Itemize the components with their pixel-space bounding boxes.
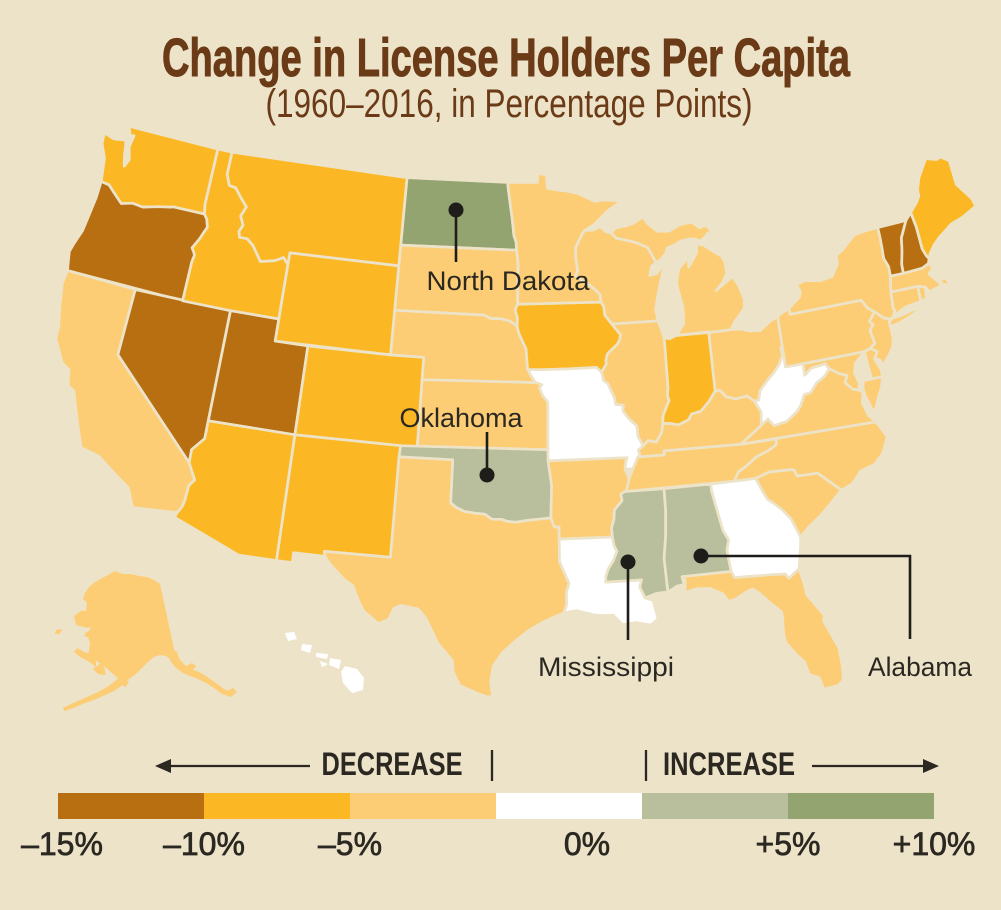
svg-text:–15%: –15%	[21, 826, 103, 862]
svg-text:Change in License Holders Per: Change in License Holders Per Capita	[162, 28, 851, 88]
svg-text:+5%: +5%	[756, 826, 821, 862]
svg-text:–5%: –5%	[318, 826, 382, 862]
svg-text:(1960–2016, in Percentage Poin: (1960–2016, in Percentage Points)	[266, 82, 753, 126]
svg-text:Oklahoma: Oklahoma	[400, 403, 524, 433]
svg-text:North Dakota: North Dakota	[427, 266, 591, 296]
svg-text:Mississippi: Mississippi	[538, 652, 674, 682]
svg-text:–10%: –10%	[163, 826, 245, 862]
svg-text:+10%: +10%	[893, 826, 976, 862]
svg-text:INCREASE: INCREASE	[663, 746, 795, 782]
svg-text:0%: 0%	[564, 826, 610, 862]
svg-text:Alabama: Alabama	[868, 652, 973, 682]
svg-text:DECREASE: DECREASE	[322, 746, 463, 782]
